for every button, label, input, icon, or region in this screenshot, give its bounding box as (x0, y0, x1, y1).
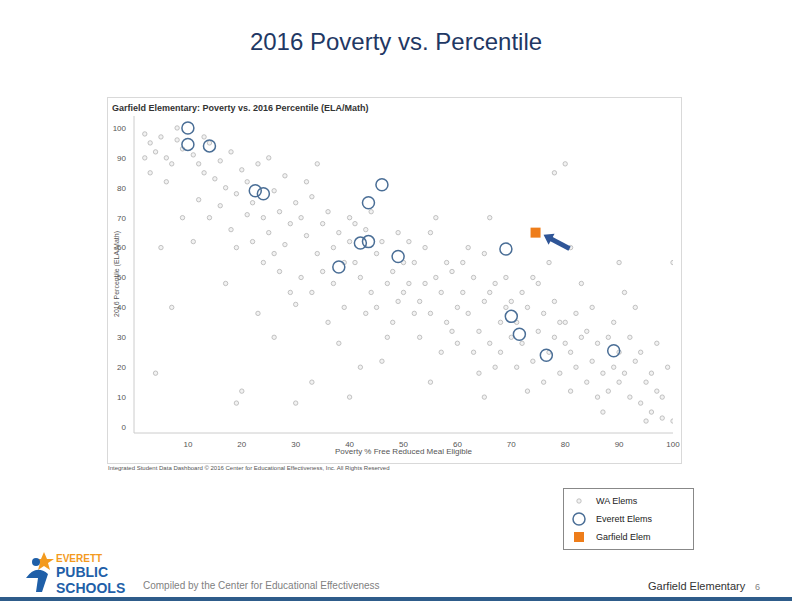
svg-text:0: 0 (122, 423, 127, 432)
svg-text:10: 10 (183, 440, 192, 449)
svg-text:10: 10 (117, 393, 126, 402)
svg-text:30: 30 (117, 333, 126, 342)
svg-text:EVERETT: EVERETT (56, 553, 102, 564)
svg-text:70: 70 (117, 214, 126, 223)
svg-text:90: 90 (615, 440, 624, 449)
svg-text:90: 90 (117, 154, 126, 163)
svg-text:20: 20 (237, 440, 246, 449)
svg-text:80: 80 (561, 440, 570, 449)
svg-text:20: 20 (117, 363, 126, 372)
svg-text:70: 70 (507, 440, 516, 449)
svg-text:40: 40 (117, 303, 126, 312)
svg-text:60: 60 (453, 440, 462, 449)
svg-text:60: 60 (117, 243, 126, 252)
svg-text:100: 100 (113, 124, 127, 133)
svg-text:30: 30 (291, 440, 300, 449)
svg-text:50: 50 (117, 273, 126, 282)
svg-text:SCHOOLS: SCHOOLS (56, 580, 125, 596)
svg-text:100: 100 (666, 440, 680, 449)
svg-text:80: 80 (117, 184, 126, 193)
svg-text:40: 40 (345, 440, 354, 449)
svg-text:50: 50 (399, 440, 408, 449)
svg-text:PUBLIC: PUBLIC (56, 564, 108, 580)
